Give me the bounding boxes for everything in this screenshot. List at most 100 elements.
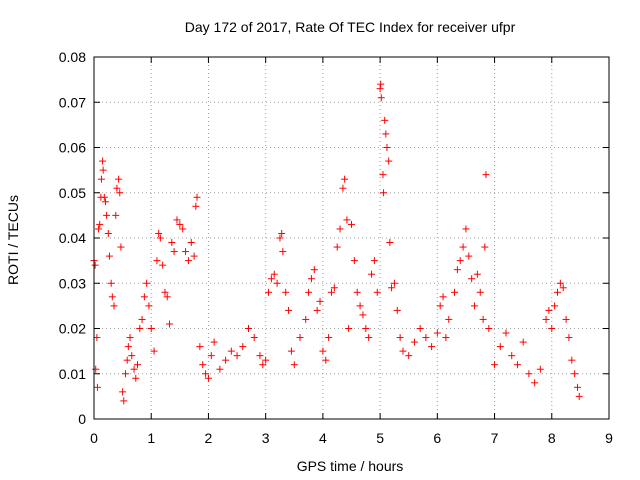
data-point [147, 325, 155, 332]
y-tick-label: 0.04 [59, 230, 86, 246]
data-point [216, 365, 224, 373]
data-point [396, 334, 404, 342]
data-point [120, 397, 128, 405]
data-point [95, 225, 103, 233]
data-point [462, 225, 470, 233]
data-point [362, 325, 370, 332]
data-point [156, 234, 164, 242]
data-point [282, 288, 290, 296]
data-point [559, 284, 567, 292]
axis-ticks: 0 1 2 3 4 5 6 7 8 9 0 0.01 0.02 0.03 0.04 0.05 0.06 0.07 0… [59, 49, 613, 446]
data-point [126, 334, 134, 342]
y-tick-label: 0.06 [59, 140, 86, 156]
data-point [502, 329, 510, 337]
y-tick-label: 0.07 [59, 94, 86, 110]
data-point [92, 365, 100, 373]
data-point [482, 171, 490, 179]
data-point [107, 279, 115, 287]
data-point [339, 184, 347, 192]
data-point [265, 288, 273, 296]
data-point [536, 365, 544, 373]
data-point [101, 198, 109, 206]
data-point [285, 306, 293, 314]
data-point [202, 370, 210, 378]
data-point [115, 175, 123, 183]
data-point [336, 225, 344, 233]
data-point [491, 361, 499, 369]
data-point [542, 315, 550, 323]
data-point [571, 370, 579, 378]
data-point [562, 315, 570, 323]
data-point [353, 288, 361, 296]
data-point [545, 306, 553, 314]
x-tick-label: 0 [90, 430, 98, 446]
data-point [121, 370, 129, 378]
data-point [105, 252, 113, 260]
x-tick-label: 2 [205, 430, 213, 446]
data-point [350, 257, 358, 265]
data-point [333, 243, 341, 251]
data-point [356, 302, 364, 310]
data-point [428, 343, 436, 351]
data-point [104, 229, 112, 237]
data-point [548, 325, 556, 332]
data-point [273, 279, 281, 287]
data-point [91, 261, 99, 269]
data-point [496, 343, 504, 351]
data-point [113, 184, 121, 192]
data-point [97, 175, 105, 183]
data-point [124, 343, 132, 351]
data-point [96, 220, 104, 228]
data-point [556, 279, 564, 287]
data-point [250, 334, 258, 342]
data-point [442, 334, 450, 342]
data-point [473, 270, 481, 278]
data-point [196, 343, 204, 351]
data-point [554, 288, 561, 296]
data-point [456, 257, 464, 265]
y-tick-label: 0.03 [59, 275, 86, 291]
data-point [451, 288, 458, 296]
data-point [380, 189, 388, 197]
data-point [190, 252, 198, 260]
data-point [341, 175, 349, 183]
x-axis-label: GPS time / hours [297, 458, 404, 474]
data-point [385, 157, 393, 165]
data-point [377, 80, 385, 88]
data-point [222, 356, 230, 364]
data-point [376, 85, 384, 93]
data-point [93, 383, 101, 391]
data-point [150, 347, 158, 355]
data-point [279, 248, 287, 256]
data-point [140, 293, 148, 301]
data-point [359, 311, 367, 319]
data-point [267, 275, 275, 283]
y-tick-label: 0.02 [59, 321, 86, 337]
data-point [168, 239, 176, 247]
data-point [117, 243, 125, 251]
plot-frame [93, 56, 610, 420]
data-point [319, 347, 327, 355]
data-point [322, 356, 330, 364]
data-point [136, 325, 144, 332]
data-point [116, 189, 124, 197]
data-point [575, 392, 583, 400]
data-point [445, 315, 453, 323]
y-axis-label: ROTI / TECUs [5, 195, 21, 285]
grid [94, 57, 609, 419]
data-point [345, 325, 353, 332]
data-point [525, 370, 533, 378]
data-point [296, 334, 304, 342]
x-tick-label: 5 [376, 430, 384, 446]
y-tick-label: 0 [78, 411, 86, 427]
data-point [262, 356, 270, 364]
data-point [259, 361, 267, 369]
x-tick-label: 8 [548, 430, 556, 446]
data-point [565, 334, 573, 342]
data-point [471, 302, 479, 310]
data-point [99, 157, 107, 165]
data-point [368, 270, 376, 278]
x-tick-label: 7 [491, 430, 499, 446]
